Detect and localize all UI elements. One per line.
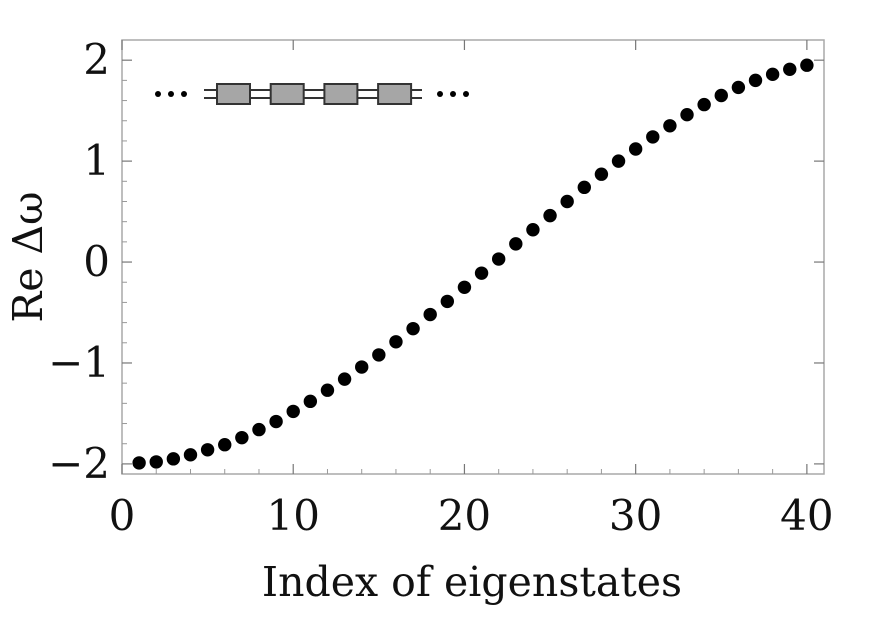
data-point <box>765 67 780 82</box>
data-point <box>355 360 369 374</box>
x-tick-label: 40 <box>780 491 833 540</box>
right-ellipsis-dot <box>437 91 443 97</box>
data-point <box>183 448 198 462</box>
data-point <box>389 335 403 349</box>
data-point <box>731 80 746 95</box>
data-point <box>560 194 574 209</box>
data-point <box>543 208 557 223</box>
data-point <box>286 404 300 419</box>
y-tick-label: −1 <box>48 338 110 387</box>
data-point <box>663 119 677 133</box>
data-point <box>474 266 489 280</box>
x-axis-label: Index of eigenstates <box>262 558 682 606</box>
data-point <box>526 223 540 237</box>
y-axis-label: Re Δω <box>4 191 52 322</box>
resonator-block <box>323 83 359 105</box>
x-tick-label: 20 <box>438 491 491 540</box>
data-point <box>166 452 181 466</box>
data-point <box>646 130 660 144</box>
left-ellipsis-dot <box>155 91 161 97</box>
data-point <box>680 107 694 122</box>
x-tick-label: 10 <box>266 491 319 540</box>
data-point <box>252 422 266 437</box>
y-tick-label: 0 <box>83 237 110 286</box>
data-point <box>611 154 626 168</box>
data-point <box>697 97 711 112</box>
data-point <box>423 307 437 322</box>
data-point <box>577 180 591 195</box>
data-point <box>372 348 386 362</box>
resonator-block <box>216 83 251 105</box>
data-point <box>320 383 335 397</box>
data-point <box>200 443 215 457</box>
data-point <box>457 280 472 294</box>
data-point <box>783 62 797 76</box>
y-tick-label: 2 <box>83 35 110 84</box>
data-point <box>235 430 249 445</box>
resonator-chain-inset <box>155 83 469 105</box>
data-point <box>628 142 643 156</box>
data-point <box>748 73 763 88</box>
left-ellipsis-dot <box>168 91 174 97</box>
data-point <box>800 58 814 72</box>
data-point <box>269 414 283 429</box>
x-tick-label: 30 <box>609 491 662 540</box>
data-point <box>337 372 352 386</box>
x-tick-label: 0 <box>109 491 136 540</box>
data-point <box>509 237 523 251</box>
data-point <box>218 438 232 452</box>
right-ellipsis-dot <box>463 91 469 97</box>
left-ellipsis-dot <box>181 91 187 97</box>
x-axis-ticks: 0 10 20 30 40 <box>109 40 834 540</box>
plot-frame <box>121 39 825 475</box>
data-point <box>594 167 609 181</box>
data-point <box>406 321 420 336</box>
resonator-block <box>269 83 305 105</box>
y-axis-ticks: −2 −1 0 1 2 <box>48 35 824 488</box>
data-point <box>149 455 163 469</box>
data-point <box>491 252 506 266</box>
data-point <box>440 294 455 309</box>
data-point <box>303 394 318 409</box>
data-point <box>714 88 728 103</box>
data-points <box>132 58 814 470</box>
y-tick-label: 1 <box>83 136 110 185</box>
right-ellipsis-dot <box>450 91 456 97</box>
y-tick-label: −2 <box>48 439 110 488</box>
resonator-block <box>377 83 413 105</box>
data-point <box>132 456 146 470</box>
